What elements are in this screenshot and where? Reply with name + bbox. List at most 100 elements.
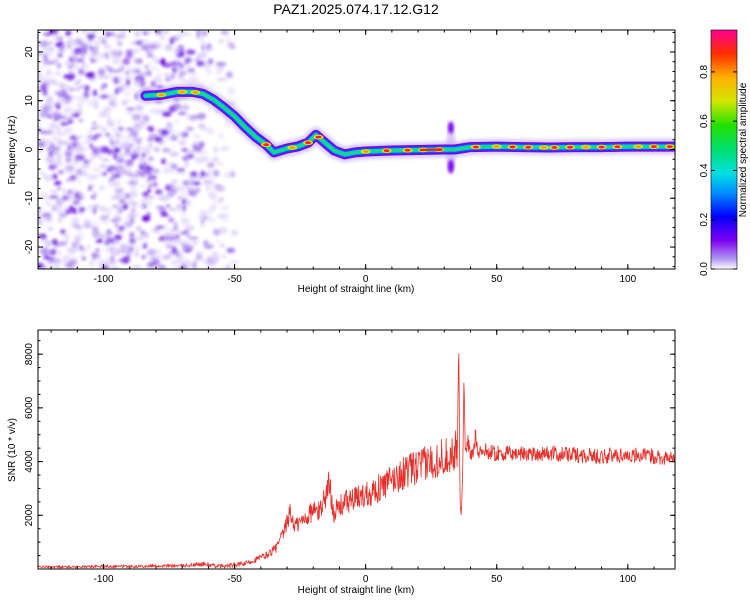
noise-blob — [129, 88, 138, 93]
noise-blob — [185, 240, 191, 244]
noise-blob — [174, 250, 180, 257]
noise-blob — [39, 192, 48, 197]
noise-blob — [155, 254, 163, 259]
noise-blob — [75, 81, 79, 86]
noise-blob — [122, 58, 131, 65]
noise-blob — [160, 34, 164, 40]
noise-blob — [148, 127, 155, 132]
noise-blob — [186, 63, 192, 71]
noise-blob — [91, 47, 99, 52]
noise-blob — [65, 60, 72, 67]
noise-blob — [91, 167, 102, 173]
noise-blob — [58, 204, 63, 210]
noise-blob — [168, 192, 175, 196]
noise-blob — [182, 204, 186, 212]
noise-blob — [55, 42, 62, 47]
noise-blob — [46, 115, 53, 119]
noise-blob — [156, 230, 161, 235]
noise-blob — [147, 30, 152, 35]
noise-blob — [182, 32, 189, 36]
noise-blob — [154, 248, 162, 255]
noise-blob — [87, 74, 94, 78]
noise-blob — [178, 32, 182, 40]
hotspot-inner — [635, 145, 642, 149]
spectrogram-y-tick-label: 20 — [24, 46, 35, 58]
noise-blob — [124, 244, 131, 252]
noise-blob — [44, 156, 55, 163]
noise-blob — [98, 75, 103, 80]
noise-blob — [153, 75, 162, 82]
noise-blob — [182, 192, 186, 196]
noise-blob — [218, 198, 224, 201]
noise-blob — [130, 153, 140, 159]
noise-blob — [131, 114, 141, 121]
noise-blob — [173, 185, 182, 191]
noise-blob — [203, 244, 214, 249]
noise-blob — [146, 211, 151, 219]
noise-blob — [226, 247, 236, 254]
noise-blob — [215, 64, 225, 72]
noise-blob — [122, 260, 129, 264]
noise-blob — [59, 153, 63, 160]
noise-blob — [38, 112, 42, 119]
noise-blob — [64, 206, 70, 211]
noise-blob — [115, 229, 125, 233]
ridge — [137, 83, 675, 163]
colorbar-tick-label: 0.0 — [699, 262, 710, 276]
noise-blob — [178, 70, 188, 75]
noise-blob — [213, 228, 221, 236]
noise-blob — [101, 172, 107, 176]
noise-blob — [53, 181, 62, 186]
noise-blob — [160, 58, 166, 66]
noise-blob — [193, 188, 201, 194]
noise-blob — [86, 34, 96, 38]
noise-blob — [62, 190, 67, 193]
noise-blob — [38, 66, 44, 70]
noise-blob — [215, 162, 224, 166]
noise-blob — [92, 121, 97, 126]
noise-blob — [226, 71, 233, 79]
hotspot-inner — [362, 150, 369, 153]
noise-blob — [175, 203, 182, 210]
noise-blob — [44, 266, 52, 269]
noise-blob — [201, 31, 208, 37]
noise-blob — [157, 70, 161, 78]
noise-blob — [202, 259, 210, 264]
noise-blob — [60, 46, 64, 52]
noise-blob — [191, 181, 201, 186]
noise-blob — [104, 65, 111, 69]
noise-blob — [205, 184, 210, 192]
noise-blob — [81, 97, 91, 103]
noise-blob — [177, 63, 184, 67]
noise-blob — [213, 147, 218, 153]
noise-blob — [187, 78, 197, 82]
noise-blob — [55, 125, 61, 132]
noise-blob — [168, 150, 179, 158]
noise-blob — [217, 213, 223, 219]
noise-blob — [39, 40, 49, 48]
snr-frame — [37, 329, 676, 570]
noise-blob — [186, 154, 195, 158]
noise-blob — [161, 108, 170, 112]
noise-blob — [56, 185, 61, 191]
noise-blob — [186, 126, 194, 131]
noise-blob — [116, 158, 125, 163]
spectrogram-y-tick-label: -10 — [24, 191, 35, 206]
noise-blob — [61, 195, 69, 201]
noise-blob — [42, 253, 50, 260]
noise-blob — [218, 38, 224, 44]
noise-blob — [220, 204, 230, 212]
noise-blob — [202, 65, 212, 69]
noise-blob — [52, 173, 58, 180]
noise-blob — [56, 63, 62, 69]
noise-blob — [132, 68, 141, 74]
noise-blob — [59, 122, 70, 126]
noise-blob — [109, 49, 120, 54]
noise-blob — [163, 73, 171, 77]
hotspot-inner — [289, 146, 296, 149]
noise-blob — [196, 36, 205, 41]
snr-y-tick-label: 2000 — [24, 504, 35, 527]
noise-blob — [70, 141, 81, 146]
noise-blob — [204, 209, 214, 215]
